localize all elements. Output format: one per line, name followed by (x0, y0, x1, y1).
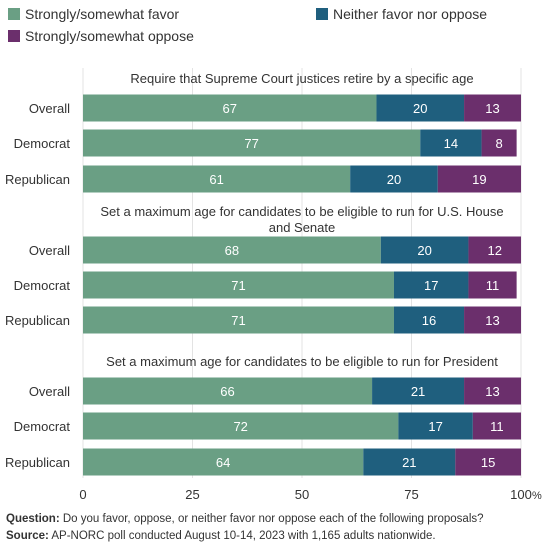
legend-swatch-3 (8, 30, 20, 42)
bar-segment (363, 448, 456, 476)
data-label: 21 (411, 384, 425, 399)
data-label: 20 (413, 101, 427, 116)
bar-segment (468, 271, 517, 299)
bar-segment (83, 412, 399, 440)
panel-3-title-line-1: Set a maximum age for candidates to be e… (106, 354, 498, 369)
data-label: 20 (387, 172, 401, 187)
data-label: 11 (490, 419, 504, 434)
panel-3: Set a maximum age for candidates to be e… (5, 354, 521, 476)
panel-2-title-line-1: Set a maximum age for candidates to be e… (100, 204, 503, 219)
panel-2: Set a maximum age for candidates to be e… (5, 204, 521, 334)
category-label: Democrat (14, 278, 71, 293)
data-label: 11 (486, 278, 500, 293)
panel-1: Require that Supreme Court justices reti… (5, 71, 521, 193)
question-note: Question: Do you favor, oppose, or neith… (6, 513, 484, 525)
data-label: 61 (209, 172, 223, 187)
bar-segment (420, 129, 482, 157)
data-label: 64 (216, 455, 230, 470)
x-tick-label: 75 (404, 487, 418, 502)
bar-segment (83, 165, 351, 193)
legend-label-1: Strongly/somewhat favor (25, 6, 179, 22)
category-label: Republican (5, 172, 70, 187)
bar-segment (83, 306, 394, 334)
data-label: 17 (424, 278, 438, 293)
bar-segment (350, 165, 438, 193)
x-unit-label: % (532, 490, 542, 502)
footer: Question: Do you favor, oppose, or neith… (6, 513, 484, 542)
bar-segment (398, 412, 473, 440)
source-note: Source: AP-NORC poll conducted August 10… (6, 530, 436, 542)
bar-segment (464, 377, 521, 405)
bar-segment (83, 448, 364, 476)
bar-segment (83, 377, 373, 405)
x-tick-label: 25 (185, 487, 199, 502)
bar-segment (481, 129, 517, 157)
panel-2-title-line-2: and Senate (269, 220, 336, 235)
question-label: Question: (6, 513, 60, 525)
bar-segment (380, 236, 469, 264)
x-tick-label: 100 (510, 487, 532, 502)
source-text: AP-NORC poll conducted August 10-14, 202… (49, 530, 436, 542)
data-label: 17 (428, 419, 442, 434)
data-label: 20 (417, 243, 431, 258)
category-label: Republican (5, 313, 70, 328)
data-label: 72 (233, 419, 247, 434)
data-label: 15 (481, 455, 495, 470)
bar-segment (455, 448, 521, 476)
data-label: 19 (472, 172, 486, 187)
bar-segment (83, 94, 377, 122)
data-label: 13 (485, 101, 499, 116)
data-label: 14 (444, 136, 458, 151)
data-label: 13 (485, 384, 499, 399)
bar-segment (393, 271, 469, 299)
legend-label-2: Neither favor nor oppose (333, 6, 487, 22)
question-text: Do you favor, oppose, or neither favor n… (60, 513, 484, 525)
data-label: 77 (244, 136, 258, 151)
data-label: 67 (222, 101, 236, 116)
bar-segment (464, 306, 521, 334)
legend-label-3: Strongly/somewhat oppose (25, 28, 194, 44)
bar-segment (393, 306, 465, 334)
data-label: 8 (495, 136, 502, 151)
x-tick-label: 0 (79, 487, 86, 502)
data-label: 71 (231, 278, 245, 293)
data-label: 71 (231, 313, 245, 328)
source-label: Source: (6, 530, 49, 542)
bar-segment (83, 271, 394, 299)
data-label: 66 (220, 384, 234, 399)
bar-segment (83, 236, 381, 264)
x-axis: 0 25 50 75 100% (79, 487, 542, 502)
data-label: 13 (485, 313, 499, 328)
panel-1-title-line-1: Require that Supreme Court justices reti… (130, 71, 473, 86)
bar-segment (472, 412, 521, 440)
legend: Strongly/somewhat favor Neither favor nor… (8, 6, 487, 44)
bar-segment (468, 236, 521, 264)
category-label: Overall (29, 101, 70, 116)
category-label: Overall (29, 384, 70, 399)
data-label: 16 (422, 313, 436, 328)
chart-panels: Require that Supreme Court justices reti… (5, 71, 521, 476)
category-label: Democrat (14, 136, 71, 151)
category-label: Overall (29, 243, 70, 258)
category-label: Republican (5, 455, 70, 470)
data-label: 68 (225, 243, 239, 258)
legend-swatch-1 (8, 8, 20, 20)
data-label: 12 (487, 243, 501, 258)
bar-segment (83, 129, 421, 157)
bar-segment (376, 94, 465, 122)
x-tick-label: 50 (295, 487, 309, 502)
legend-swatch-2 (316, 8, 328, 20)
category-label: Democrat (14, 419, 71, 434)
bar-segment (464, 94, 521, 122)
bar-segment (372, 377, 465, 405)
data-label: 21 (402, 455, 416, 470)
bar-segment (437, 165, 521, 193)
